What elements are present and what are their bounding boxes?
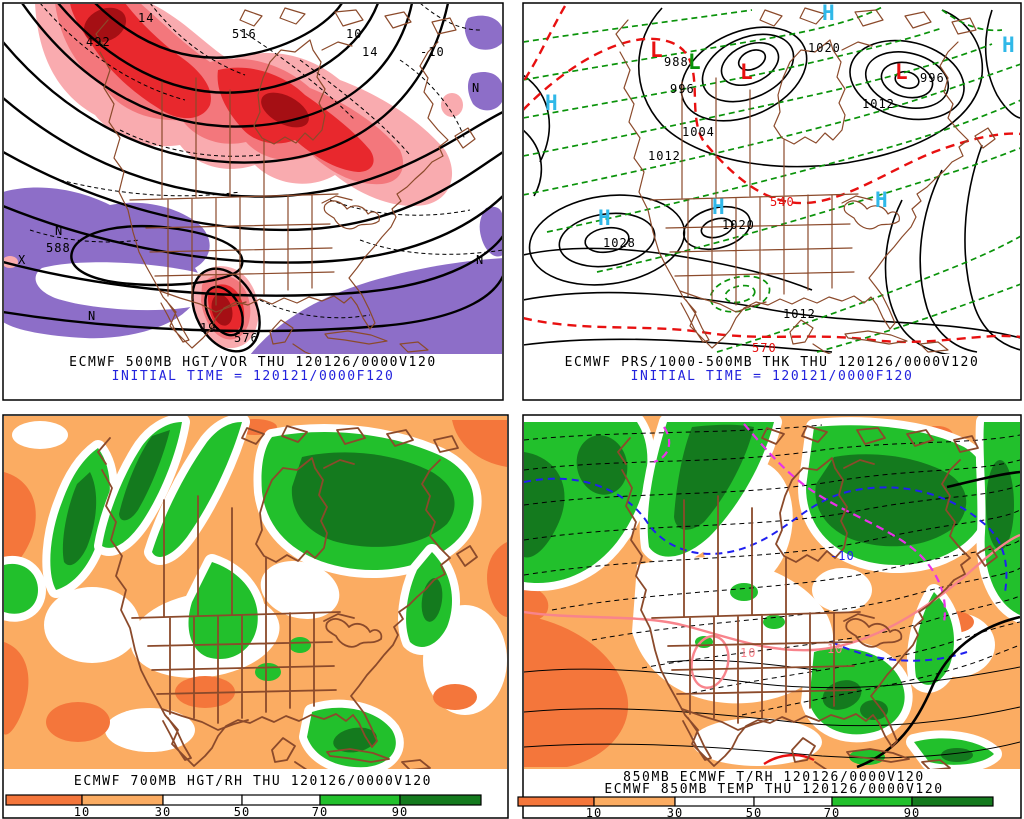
panel3-colorbar: 10 30 50 70 90 xyxy=(5,794,482,819)
thickness-contours-green xyxy=(524,5,1020,353)
temp-label-blue: -10 xyxy=(830,549,855,563)
colorbar-segment xyxy=(517,796,595,807)
pressure-label: 996 xyxy=(920,71,945,85)
high-marker: H xyxy=(875,188,888,212)
colorbar-segment xyxy=(831,796,913,807)
colorbar-segment xyxy=(593,796,676,807)
panel-850mb-temp-rh: -10 10 10 850MB ECMWF T/RH 120126/0000V1… xyxy=(517,414,1022,819)
pressure-label: 988 xyxy=(664,55,689,69)
height-label-576: 576 xyxy=(234,331,259,345)
height-label-588: 588 xyxy=(46,241,71,255)
colorbar-segment xyxy=(399,794,482,806)
thickness-label: 540 xyxy=(770,195,795,209)
panel2-caption: ECMWF PRS/1000-500MB THK THU 120126/0000… xyxy=(565,355,980,370)
colorbar-segment xyxy=(753,796,833,807)
colorbar-tick: 90 xyxy=(392,805,408,819)
colorbar-tick: 30 xyxy=(155,805,171,819)
mslp-isobars xyxy=(524,7,1020,354)
vort-min-marker: N xyxy=(476,253,484,267)
colorbar-tick: 10 xyxy=(586,806,602,819)
high-marker: H xyxy=(1002,33,1015,57)
vorticity-label: 10 xyxy=(346,27,362,41)
pressure-label: 1012 xyxy=(783,307,816,321)
colorbar-tick: 90 xyxy=(904,806,920,819)
high-marker: H xyxy=(598,206,611,230)
vorticity-label: 19 xyxy=(200,321,216,335)
vorticity-contours-dashed xyxy=(29,4,502,319)
height-label: 516 xyxy=(232,27,257,41)
low-marker: L xyxy=(650,38,663,62)
vorticity-label: 14 xyxy=(138,11,154,25)
temp-contour-magenta-dashed xyxy=(653,426,671,464)
thickness-low-marker: L xyxy=(688,50,701,74)
thickness-label: 570 xyxy=(752,341,777,355)
height-label: 492 xyxy=(86,35,111,49)
colorbar-segment xyxy=(674,796,755,807)
colorbar-segment xyxy=(241,794,321,806)
panel2-initial-time: INITIAL TIME = 120121/0000F120 xyxy=(631,369,914,384)
colorbar-segment xyxy=(911,796,994,807)
pressure-label: 1020 xyxy=(722,218,755,232)
height-contours xyxy=(4,4,502,353)
temp-label-pink: 10 xyxy=(827,642,843,656)
panel4-map-labels: -10 10 10 xyxy=(740,549,855,660)
panel2-frame xyxy=(522,2,1022,401)
rh-saturated-darkgreen-cores xyxy=(524,424,1014,762)
colorbar-tick: 70 xyxy=(824,806,840,819)
pressure-label: 1012 xyxy=(862,97,895,111)
pressure-label: 1020 xyxy=(808,41,841,55)
temp-contour-red xyxy=(763,753,815,766)
pressure-value-labels: 988 996 1004 1012 1028 1020 1020 996 101… xyxy=(603,41,945,355)
panel1-initial-time: INITIAL TIME = 120121/0000F120 xyxy=(112,369,395,384)
panel3-caption: ECMWF 700MB HGT/RH THU 120126/0000V120 xyxy=(74,774,432,789)
panel4-caption-line1: 850MB ECMWF T/RH 120126/0000V120 xyxy=(623,770,925,785)
rh-saturated-darkgreen-cores xyxy=(62,430,455,753)
pressure-label: 1012 xyxy=(648,149,681,163)
temp-contours-subzero-dashed xyxy=(524,424,1020,716)
high-marker: H xyxy=(712,195,725,219)
colorbar-tick: 10 xyxy=(74,805,90,819)
colorbar-segment xyxy=(319,794,401,806)
panel-700mb-rh: ECMWF 700MB HGT/RH THU 120126/0000V120 1… xyxy=(2,414,509,819)
colorbar-segment xyxy=(162,794,243,806)
vort-min-marker: N xyxy=(55,224,63,238)
colorbar-tick: 50 xyxy=(746,806,762,819)
rh-dry-orange-zones xyxy=(4,419,507,742)
vorticity-label: -10 xyxy=(420,45,445,59)
panel1-map-labels: 492 516 10 14 -10 14 N 588 X N 19 576 N … xyxy=(18,11,484,345)
panel-mslp-thickness: H H H H H H L L L L 988 996 1004 1012 10… xyxy=(522,1,1022,401)
temp-contour-pink-loop xyxy=(690,635,730,689)
temp-contour-pink xyxy=(524,533,1020,652)
pressure-label: 1004 xyxy=(682,125,715,139)
pressure-center-markers: H H H H H H L L L L xyxy=(545,1,1015,230)
high-marker: H xyxy=(545,91,558,115)
panel-500mb-hgt-vor: 492 516 10 14 -10 14 N 588 X N 19 576 N … xyxy=(2,2,504,401)
temp-label-pink: 10 xyxy=(740,646,756,660)
panel4-caption-line2: ECMWF 850MB TEMP THU 120126/0000V120 xyxy=(604,782,943,797)
colorbar-tick: 50 xyxy=(234,805,250,819)
temp-contour-blue-dashed xyxy=(524,477,1008,593)
vort-min-marker: N xyxy=(472,81,480,95)
pressure-label: 996 xyxy=(670,82,695,96)
high-marker: H xyxy=(822,1,835,25)
colorbar-tick: 30 xyxy=(667,806,683,819)
colorbar-segment xyxy=(5,794,83,806)
thickness-contours-red xyxy=(524,5,1020,344)
vort-min-marker: N xyxy=(88,309,96,323)
temp-contour-magenta-dashed xyxy=(743,423,946,623)
pressure-label: 1028 xyxy=(603,236,636,250)
vort-max-marker: X xyxy=(18,253,26,267)
panel1-caption: ECMWF 500MB HGT/VOR THU 120126/0000V120 xyxy=(69,355,437,370)
panel4-colorbar: 10 30 50 70 90 xyxy=(517,796,994,819)
colorbar-segment xyxy=(81,794,164,806)
vorticity-label: 14 xyxy=(362,45,378,59)
low-marker: L xyxy=(895,60,908,84)
colorbar-tick: 70 xyxy=(312,805,328,819)
low-marker: L xyxy=(740,60,753,84)
